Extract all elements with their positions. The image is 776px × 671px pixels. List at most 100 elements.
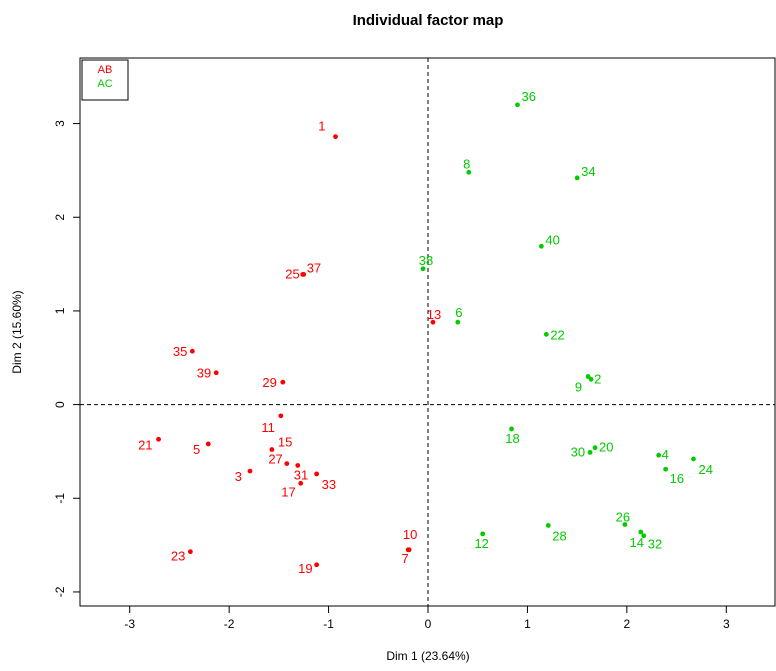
point-label-23: 23 — [171, 549, 185, 564]
x-tick-label: -2 — [224, 617, 235, 631]
point-label-9: 9 — [575, 379, 582, 394]
point-2 — [588, 376, 594, 382]
y-tick-label: -2 — [53, 586, 67, 597]
point-17 — [298, 480, 304, 486]
point-label-6: 6 — [455, 305, 462, 320]
point-37 — [301, 271, 307, 277]
point-1 — [333, 134, 338, 140]
legend-box — [81, 59, 129, 101]
point-19 — [314, 562, 320, 568]
point-label-21: 21 — [138, 437, 152, 452]
point-16 — [663, 466, 669, 472]
point-label-7: 7 — [401, 551, 408, 566]
point-label-40: 40 — [545, 232, 559, 247]
point-label-24: 24 — [698, 462, 712, 477]
point-label-27: 27 — [268, 452, 282, 467]
point-label-19: 19 — [298, 561, 312, 576]
point-label-38: 38 — [419, 253, 433, 268]
point-4 — [656, 452, 662, 458]
point-28 — [545, 523, 551, 528]
point-11 — [278, 413, 284, 419]
point-12 — [480, 531, 486, 537]
point-27 — [284, 461, 290, 467]
point-label-22: 22 — [550, 327, 564, 342]
point-label-5: 5 — [193, 442, 200, 457]
point-6 — [455, 319, 461, 325]
point-38 — [420, 266, 426, 272]
y-axis-label: Dim 2 (15.60%) — [10, 290, 24, 374]
point-23 — [187, 549, 193, 555]
point-label-29: 29 — [262, 375, 276, 390]
point-label-31: 31 — [294, 467, 308, 482]
x-tick-label: 1 — [524, 617, 531, 631]
y-tick-label: 3 — [53, 120, 67, 127]
point-29 — [280, 379, 286, 385]
point-label-33: 33 — [322, 477, 336, 492]
point-35 — [189, 348, 195, 354]
point-30 — [587, 449, 593, 455]
point-label-36: 36 — [521, 89, 535, 104]
point-24 — [691, 456, 696, 462]
point-label-30: 30 — [571, 444, 585, 459]
point-34 — [574, 175, 580, 181]
point-label-37: 37 — [307, 260, 321, 275]
chart-title: Individual factor map — [352, 12, 504, 29]
point-label-25: 25 — [285, 266, 299, 281]
y-tick-label: 1 — [53, 307, 67, 314]
point-label-13: 13 — [427, 307, 441, 322]
point-label-3: 3 — [235, 469, 242, 484]
x-tick-label: 0 — [425, 617, 432, 631]
x-tick-label: -3 — [124, 617, 135, 631]
point-14 — [638, 529, 644, 535]
x-tick-label: -1 — [323, 617, 334, 631]
point-label-26: 26 — [616, 510, 630, 525]
point-5 — [205, 441, 211, 447]
point-label-8: 8 — [463, 156, 470, 171]
point-label-12: 12 — [474, 536, 488, 551]
point-26 — [622, 522, 628, 527]
point-label-17: 17 — [281, 484, 295, 499]
point-label-28: 28 — [552, 528, 566, 543]
point-label-39: 39 — [197, 366, 211, 381]
point-10 — [406, 547, 412, 553]
point-label-4: 4 — [662, 447, 669, 462]
point-label-35: 35 — [173, 344, 187, 359]
legend-entry-AB: AB — [98, 64, 113, 76]
point-40 — [538, 243, 544, 249]
x-axis-label: Dim 1 (23.64%) — [386, 649, 470, 663]
point-label-34: 34 — [581, 164, 595, 179]
point-label-18: 18 — [505, 431, 519, 446]
reference-lines — [80, 58, 775, 606]
point-label-14: 14 — [630, 535, 644, 550]
point-label-15: 15 — [278, 435, 292, 450]
point-39 — [213, 370, 219, 376]
y-tick-label: 0 — [53, 401, 67, 408]
point-label-20: 20 — [599, 440, 613, 455]
point-label-2: 2 — [594, 371, 601, 386]
point-36 — [515, 102, 520, 108]
point-20 — [592, 445, 598, 451]
y-tick-label: 2 — [53, 214, 67, 221]
point-9 — [585, 374, 591, 379]
legend-entry-AC: AC — [97, 78, 112, 90]
point-label-11: 11 — [261, 420, 275, 435]
point-label-1: 1 — [318, 119, 325, 134]
point-13 — [430, 319, 436, 325]
point-label-32: 32 — [648, 537, 662, 552]
point-31 — [295, 463, 301, 468]
x-tick-label: 2 — [624, 617, 631, 631]
y-tick-label: -1 — [53, 493, 67, 504]
point-3 — [247, 468, 253, 474]
point-32 — [641, 533, 647, 539]
point-33 — [314, 471, 320, 477]
point-15 — [269, 447, 275, 452]
point-21 — [156, 436, 161, 442]
point-8 — [466, 169, 472, 175]
legend: AB AC — [81, 59, 129, 101]
point-label-16: 16 — [670, 471, 684, 486]
